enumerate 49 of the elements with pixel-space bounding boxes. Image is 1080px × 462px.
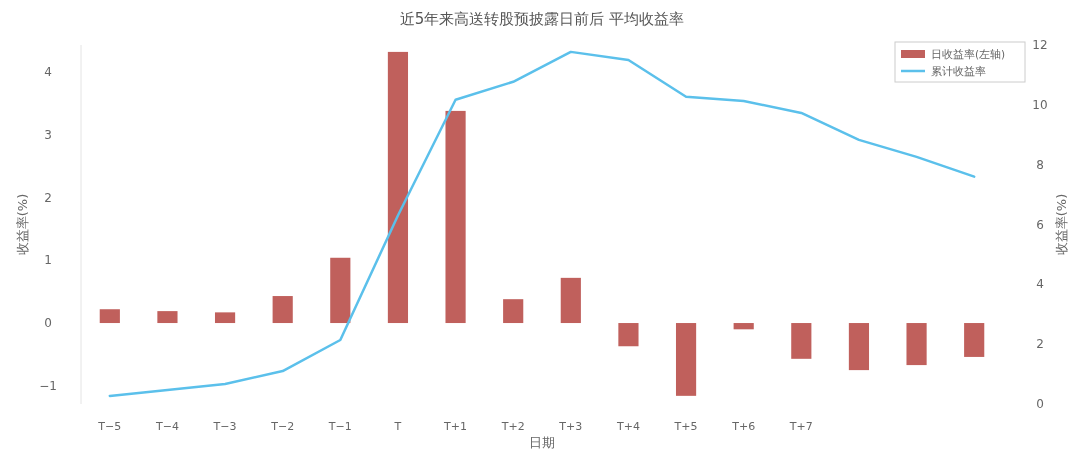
- bar: [99, 309, 120, 324]
- y2-tick-label: 10: [1032, 97, 1048, 112]
- x-tick-label: T+3: [558, 420, 583, 433]
- x-tick-label: T−1: [327, 420, 352, 433]
- y-tick-label: 2: [44, 190, 52, 205]
- y2-tick-label: 2: [1036, 337, 1044, 352]
- y-axis-title: 收益率(%): [15, 193, 30, 256]
- y2-axis-title: 收益率(%): [1054, 193, 1069, 256]
- legend-label: 日收益率(左轴): [931, 48, 1006, 60]
- bar: [733, 323, 754, 330]
- bar: [675, 323, 697, 396]
- bar: [157, 311, 178, 324]
- bar: [214, 312, 236, 324]
- y2-tick-label: 8: [1036, 157, 1044, 172]
- x-tick-label: T+5: [673, 420, 698, 433]
- x-tick-label: T−4: [154, 420, 179, 433]
- x-tick-label: T−2: [270, 420, 295, 433]
- x-tick-label: T−5: [97, 420, 122, 433]
- x-tick-label: T: [393, 420, 402, 433]
- y-tick-label: 4: [44, 64, 52, 79]
- y2-tick-label: 12: [1032, 38, 1048, 52]
- bar: [272, 296, 293, 324]
- y-tick-label: 3: [44, 127, 52, 142]
- bar: [560, 277, 581, 324]
- bar: [387, 51, 409, 324]
- x-axis-title: 日期: [529, 435, 555, 450]
- bar: [964, 323, 985, 357]
- y-tick-label: 1: [44, 253, 52, 268]
- legend-label: 累计收益率: [931, 65, 986, 77]
- bar: [618, 323, 639, 347]
- bar: [906, 323, 927, 366]
- bar: [445, 110, 466, 324]
- x-tick-label: T+1: [443, 420, 468, 433]
- x-tick-label: T+2: [500, 420, 525, 433]
- x-tick-label: T+4: [615, 420, 640, 433]
- chart-title: 近5年来高送转股预披露日前后 平均收益率: [399, 10, 685, 28]
- y2-tick-label: 0: [1036, 397, 1044, 411]
- line-series: [108, 50, 976, 398]
- y2-tick-label: 4: [1036, 277, 1044, 292]
- x-tick-label: T+6: [731, 420, 756, 433]
- x-tick-label: T+7: [788, 420, 813, 433]
- x-tick-label: T−3: [212, 420, 237, 433]
- y-tick-label: 0: [44, 316, 52, 331]
- y-tick-label: −1: [39, 378, 57, 393]
- bar: [503, 299, 524, 324]
- bar: [330, 257, 351, 324]
- y2-tick-label: 6: [1036, 217, 1044, 232]
- bar: [791, 323, 812, 359]
- bar: [848, 323, 870, 371]
